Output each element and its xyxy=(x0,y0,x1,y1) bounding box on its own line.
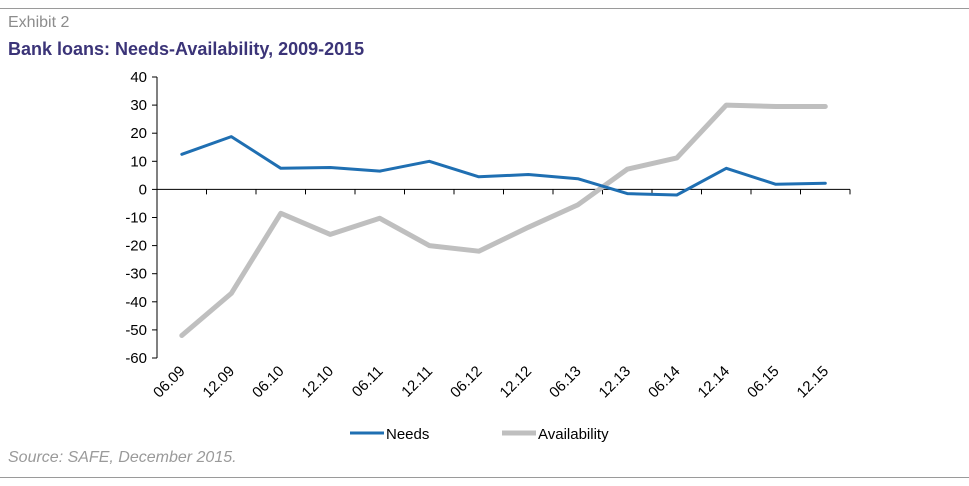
y-tick-label: 10 xyxy=(130,153,147,170)
x-tick-label: 06.13 xyxy=(546,363,585,402)
y-tick-label: -20 xyxy=(125,238,147,255)
x-tick-label: 06.11 xyxy=(349,363,387,401)
x-tick-label: 12.09 xyxy=(200,363,239,402)
x-tick-label: 12.12 xyxy=(497,363,536,402)
x-tick-label: 12.15 xyxy=(794,363,833,402)
bottom-rule xyxy=(0,477,969,478)
y-tick-label: -30 xyxy=(125,266,147,283)
y-tick-label: 40 xyxy=(130,69,147,86)
chart-title: Bank loans: Needs-Availability, 2009-201… xyxy=(8,39,365,59)
exhibit-label: Exhibit 2 xyxy=(8,14,70,31)
y-tick-label: -50 xyxy=(125,322,147,339)
x-tick-label: 12.14 xyxy=(695,363,734,402)
top-rule xyxy=(0,8,969,9)
source-note: Source: SAFE, December 2015. xyxy=(8,449,237,466)
y-tick-label: 20 xyxy=(130,125,147,142)
x-tick-label: 12.10 xyxy=(299,363,338,402)
x-tick-label: 06.12 xyxy=(447,363,486,402)
series-line-availability xyxy=(179,102,828,338)
x-tick-label: 12.13 xyxy=(596,363,635,402)
legend-label-availability: Availability xyxy=(538,426,609,443)
x-tick-label: 06.14 xyxy=(645,363,684,402)
legend-label-needs: Needs xyxy=(386,426,429,443)
y-tick-label: -60 xyxy=(125,350,147,367)
y-tick-label: -40 xyxy=(125,294,147,311)
y-tick-label: 0 xyxy=(139,181,147,198)
x-tick-label: 06.09 xyxy=(150,363,189,402)
x-tick-label: 06.10 xyxy=(249,363,288,402)
x-tick-label: 06.15 xyxy=(744,363,783,402)
y-tick-label: 30 xyxy=(130,97,147,114)
x-tick-label: 12.11 xyxy=(398,363,436,401)
y-tick-label: -10 xyxy=(125,210,147,227)
series-line-needs xyxy=(180,135,827,197)
